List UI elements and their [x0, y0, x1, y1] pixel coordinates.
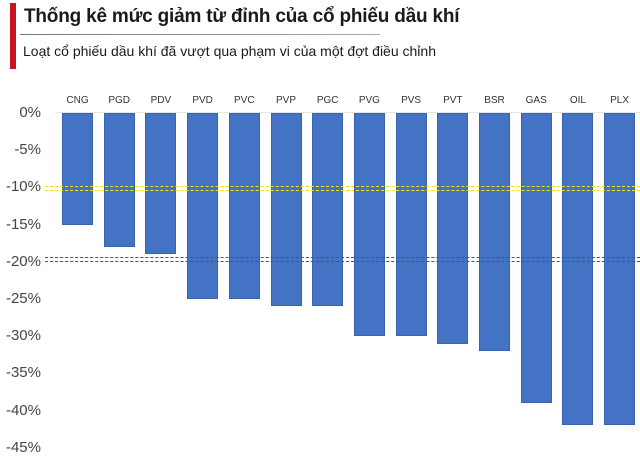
y-tick-label: -15% — [5, 215, 41, 233]
reference-line-20pct — [45, 257, 640, 262]
chart-title: Thống kê mức giảm từ đỉnh của cổ phiếu d… — [24, 6, 460, 27]
bar-pvs — [395, 113, 427, 336]
x-category-label: CNG — [66, 95, 89, 106]
bar-pgd — [103, 113, 135, 247]
x-category-label: PVG — [358, 95, 380, 106]
x-category-label: PDV — [150, 95, 172, 106]
reference-line-10pct — [45, 186, 640, 191]
x-category-label: PVD — [192, 95, 213, 106]
y-tick-label: -25% — [5, 290, 41, 307]
y-tick-label: 0% — [19, 104, 41, 121]
bar-oil — [562, 113, 594, 425]
y-tick-label: -10% — [5, 178, 41, 196]
bar-pvg — [353, 113, 385, 336]
bar-gas — [520, 113, 552, 403]
y-tick-label: -40% — [5, 401, 41, 419]
y-tick-label: -45% — [5, 438, 41, 456]
y-tick-label: -35% — [5, 364, 41, 382]
x-category-label: BSR — [484, 95, 505, 106]
y-tick-label: -20% — [5, 252, 41, 270]
bar-pdv — [145, 113, 177, 254]
x-category-label: OIL — [569, 95, 586, 106]
bar-pvc — [228, 113, 260, 299]
y-tick-label: -5% — [14, 141, 41, 159]
bar-cng — [62, 113, 93, 225]
x-category-label: PVC — [234, 95, 255, 106]
x-category-label: PLX — [610, 95, 630, 106]
chart-subtitle: Loạt cổ phiếu dầu khí đã vượt qua phạm v… — [23, 43, 436, 59]
bar-plx — [604, 113, 636, 425]
zero-baseline — [55, 112, 640, 113]
title-divider — [20, 34, 380, 35]
x-category-label: PVS — [401, 95, 422, 106]
x-category-label: PVT — [443, 95, 463, 106]
x-category-label: PVP — [275, 95, 296, 106]
title-accent-bar — [10, 3, 16, 69]
y-tick-label: -30% — [5, 327, 41, 345]
bar-pgc — [312, 113, 344, 306]
bar-bsr — [479, 113, 510, 351]
x-category-label: PGD — [108, 95, 131, 106]
x-category-label: PGC — [316, 95, 339, 106]
bar-pvp — [270, 113, 302, 306]
x-category-label: GAS — [525, 95, 547, 106]
bar-pvd — [187, 113, 219, 299]
bar-pvt — [437, 113, 469, 344]
